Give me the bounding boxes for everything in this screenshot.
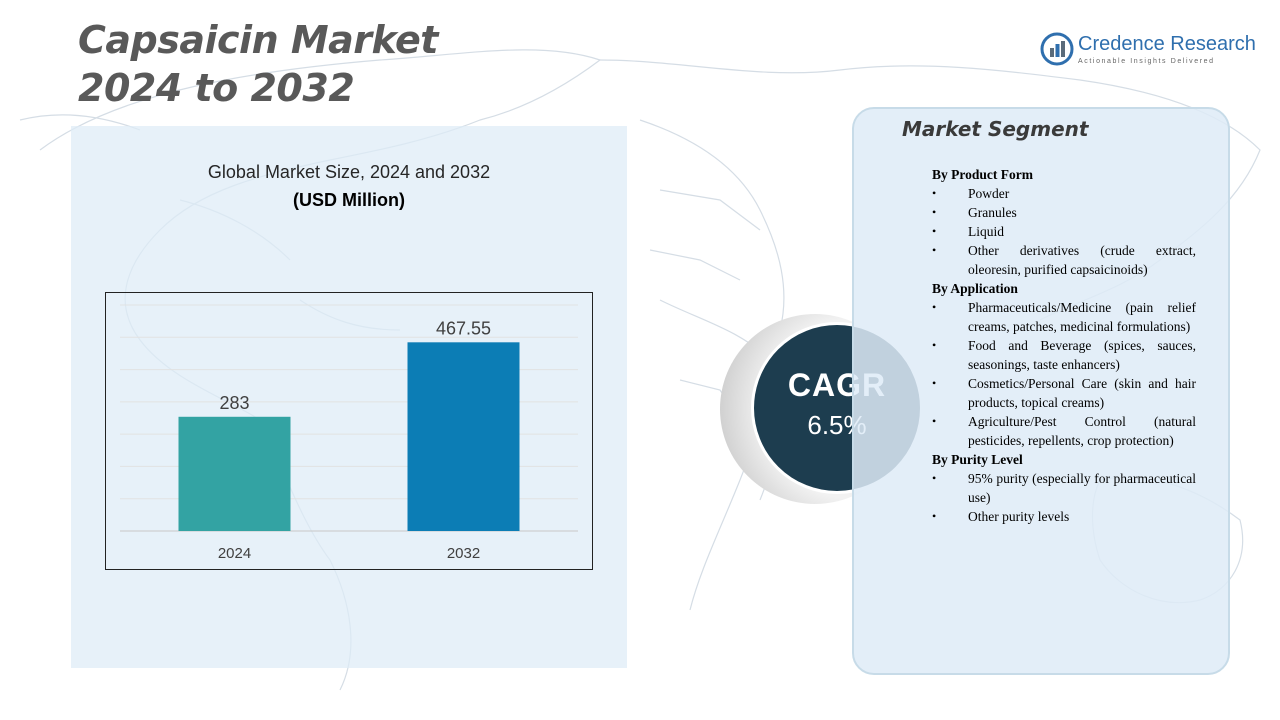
segment-heading-product-form: By Product Form	[932, 167, 1033, 182]
list-item: 95% purity (especially for pharmaceutica…	[932, 469, 1196, 507]
title-line-1: Capsaicin Market	[78, 18, 438, 62]
chart-title: Global Market Size, 2024 and 2032	[207, 162, 491, 182]
chart-panel: Global Market Size, 2024 and 2032 (USD M…	[71, 126, 627, 668]
bar-2024	[178, 416, 291, 531]
segment-heading-purity-level: By Purity Level	[932, 452, 1023, 467]
data-label-2024: 283	[219, 393, 249, 413]
bar-chart-svg: 283 2024 467.55 2032	[120, 304, 578, 562]
segment-list: By Product Form Powder Granules Liquid O…	[932, 165, 1196, 526]
x-tick-label-2024: 2024	[218, 545, 251, 562]
list-item: Food and Beverage (spices, sauces, seaso…	[932, 336, 1196, 374]
market-segment-panel: Market Segment By Product Form Powder Gr…	[852, 107, 1230, 675]
list-item: Agriculture/Pest Control (natural pestic…	[932, 412, 1196, 450]
credence-research-logo: Credence Research Actionable Insights De…	[1040, 32, 1256, 68]
bar-2032	[407, 342, 520, 531]
list-item: Other purity levels	[932, 507, 1196, 526]
title-line-2: 2024 to 2032	[78, 66, 355, 110]
list-item: Pharmaceuticals/Medicine (pain relief cr…	[932, 298, 1196, 336]
segment-heading-application: By Application	[932, 281, 1018, 296]
logo-name: Credence Research	[1078, 33, 1256, 55]
logo-icon	[1040, 32, 1074, 66]
list-item: Cosmetics/Personal Care (skin and hair p…	[932, 374, 1196, 412]
segment-items-application: Pharmaceuticals/Medicine (pain relief cr…	[932, 298, 1196, 450]
list-item: Liquid	[932, 222, 1196, 241]
page-title: Capsaicin Market 2024 to 2032	[78, 16, 438, 112]
segment-items-purity-level: 95% purity (especially for pharmaceutica…	[932, 469, 1196, 526]
list-item: Other derivatives (crude extract, oleore…	[932, 241, 1196, 279]
market-segment-title: Market Segment	[902, 117, 1089, 141]
bar-chart: 283 2024 467.55 2032	[105, 292, 593, 570]
list-item: Powder	[932, 184, 1196, 203]
x-tick-label-2032: 2032	[447, 545, 480, 562]
segment-items-product-form: Powder Granules Liquid Other derivatives…	[932, 184, 1196, 279]
list-item: Granules	[932, 203, 1196, 222]
logo-tagline: Actionable Insights Delivered	[1078, 58, 1215, 65]
chart-unit: (USD Million)	[293, 190, 405, 210]
data-label-2032: 467.55	[436, 318, 491, 338]
